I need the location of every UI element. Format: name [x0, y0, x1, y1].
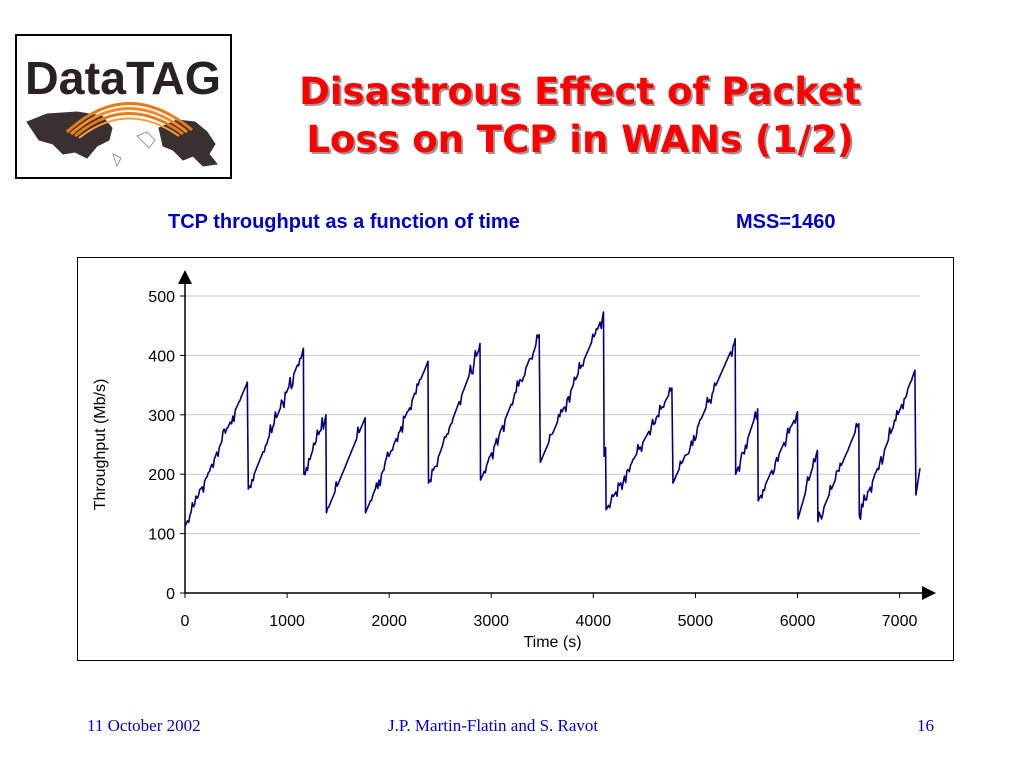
y-tick-label-100: 100: [148, 527, 175, 544]
x-tick-label-5000: 5000: [678, 613, 714, 630]
arc-1: [65, 102, 193, 134]
footer-date: 11 October 2002: [87, 716, 201, 735]
x-tick-label-4000: 4000: [576, 613, 612, 630]
x-axis-arrow: [922, 586, 936, 600]
x-tick-label-0: 0: [181, 613, 190, 630]
datatag-logo: DataTAG: [15, 34, 232, 179]
x-tick-label-1000: 1000: [269, 613, 305, 630]
slide-title-line2: Loss on TCP in WANs (1/2): [306, 118, 854, 161]
y-tick-label-200: 200: [148, 467, 175, 484]
map-outline: [112, 131, 156, 168]
footer-authors: J.P. Martin-Flatin and S. Ravot: [388, 716, 599, 735]
y-axis-label: Throughput (Mb/s): [92, 379, 109, 511]
arc-2: [70, 107, 188, 136]
y-tick-label-300: 300: [148, 408, 175, 425]
x-tick-label-6000: 6000: [780, 613, 816, 630]
x-tick-label-7000: 7000: [882, 613, 918, 630]
slide-title: Disastrous Effect of Packet Loss on TCP …: [240, 68, 920, 164]
y-tick-label-400: 400: [148, 348, 175, 365]
y-tick-label-500: 500: [148, 289, 175, 306]
chart-frame: 0 100 200 300 400 500 0 1000 2000 3000 4000 5000 600…: [77, 257, 954, 661]
series-line-throughput: [184, 311, 921, 527]
y-axis-arrow: [178, 270, 192, 284]
axis-layer: [178, 270, 936, 600]
logo-wordmark: DataTAG: [25, 52, 221, 104]
x-axis-label: Time (s): [523, 634, 581, 651]
grid-layer: [185, 295, 920, 535]
y-tick-label-0: 0: [166, 586, 175, 603]
arc-4: [78, 117, 180, 139]
chart-heading: TCP throughput as a function of time: [168, 211, 520, 233]
footer-page-number: 16: [917, 716, 934, 735]
chart-heading-mss: MSS=1460: [736, 211, 836, 233]
x-tick-label-3000: 3000: [473, 613, 509, 630]
x-tick-label-2000: 2000: [371, 613, 407, 630]
slide-title-line1: Disastrous Effect of Packet: [299, 70, 861, 113]
arc-3: [74, 112, 184, 138]
